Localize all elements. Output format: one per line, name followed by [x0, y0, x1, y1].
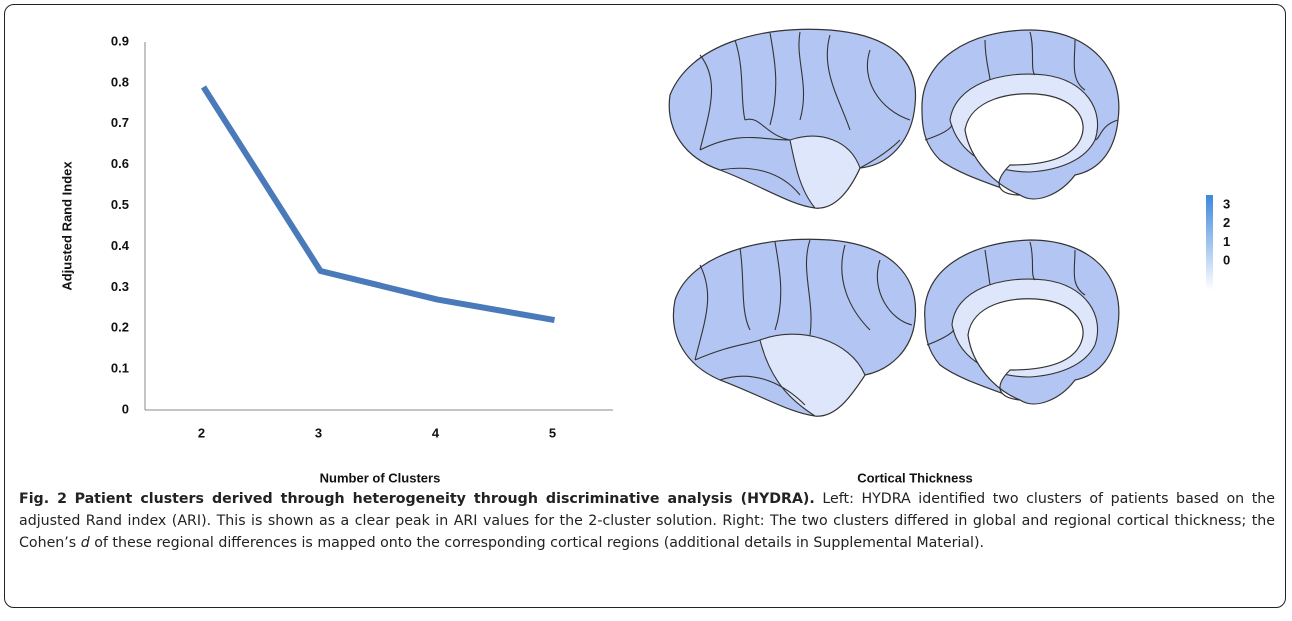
y-tick-label: 0 [122, 401, 129, 416]
x-tick-label: 4 [432, 425, 440, 440]
y-tick-label: 0.3 [111, 279, 129, 294]
y-tick-label: 0.4 [111, 238, 130, 253]
y-tick-label: 0.9 [111, 33, 129, 48]
colorbar-tick-label: 1 [1223, 234, 1230, 249]
caption-label: Fig. 2 [19, 491, 67, 507]
x-tick-label: 2 [198, 425, 205, 440]
brain-medial-bottom [924, 239, 1120, 405]
brain-lateral-bottom [672, 238, 917, 417]
y-tick-label: 0.8 [111, 74, 129, 89]
caption: Fig. 2 Patient clusters derived through … [19, 488, 1275, 554]
y-axis-label: Adjusted Rand Index [59, 161, 74, 291]
caption-italic: d [80, 535, 90, 551]
y-tick-label: 0.5 [111, 197, 129, 212]
y-tick-label: 0.2 [111, 320, 129, 335]
x-tick-label: 5 [549, 425, 556, 440]
x-axis-label: Number of Clusters [320, 470, 441, 485]
colorbar-tick-label: 0 [1223, 252, 1230, 267]
y-tick-label: 0.6 [111, 156, 129, 171]
brain-lateral-top [668, 28, 917, 209]
caption-title: Patient clusters derived through heterog… [74, 491, 815, 507]
colorbar-tick-label: 3 [1223, 196, 1230, 211]
brain-medial-top [921, 29, 1120, 200]
colorbar [1206, 195, 1213, 290]
panel-label: Cortical Thickness [857, 470, 973, 485]
figure-frame [4, 4, 1286, 608]
colorbar-tick-label: 2 [1223, 215, 1230, 230]
x-tick-label: 3 [315, 425, 322, 440]
caption-text: Left: HYDRA identified two clusters of p… [19, 491, 1275, 551]
y-tick-label: 0.7 [111, 115, 129, 130]
data-line [200, 85, 556, 323]
caption-text: of these regional differences is mapped … [94, 535, 985, 551]
y-tick-label: 0.1 [111, 361, 129, 376]
